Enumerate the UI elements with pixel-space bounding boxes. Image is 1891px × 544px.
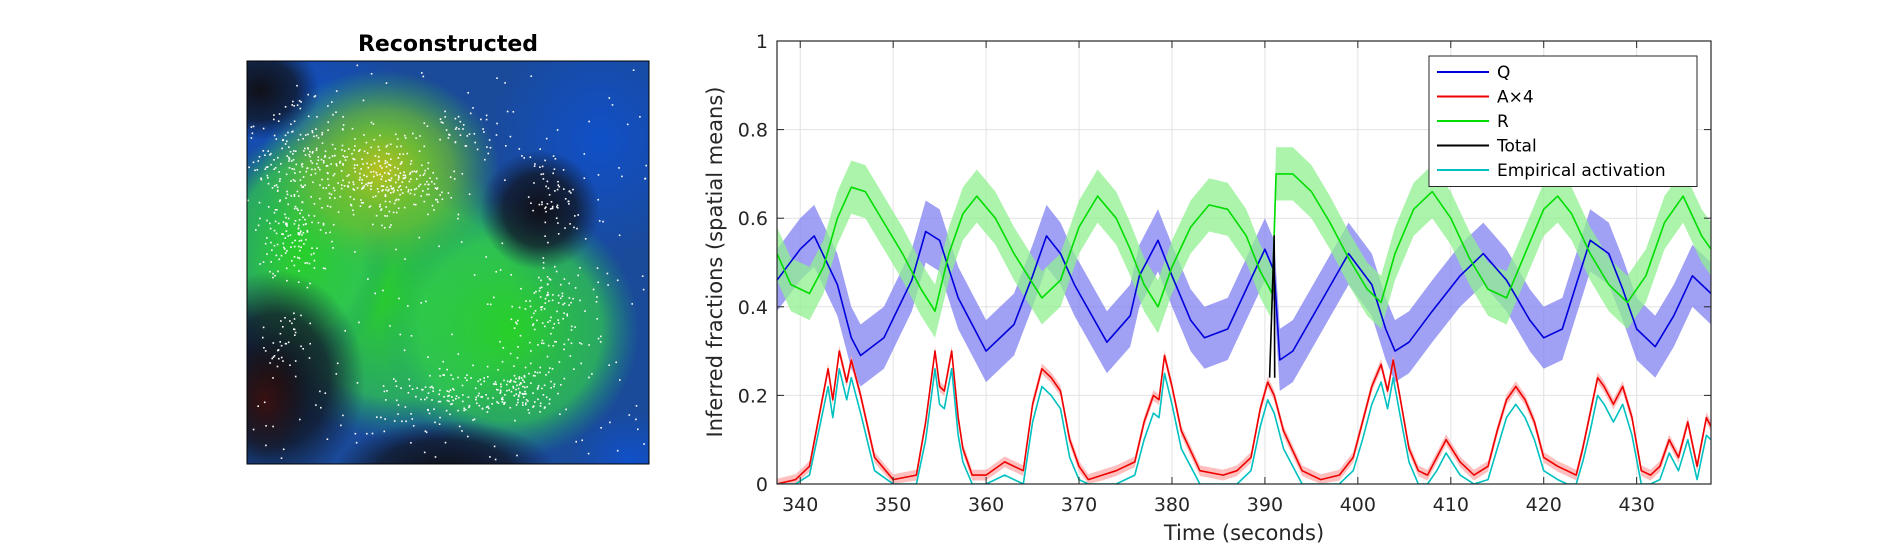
legend: Q A×4 R Total Empirical activation bbox=[1428, 55, 1698, 187]
x-tick-label: 380 bbox=[1154, 494, 1190, 516]
legend-label: Empirical activation bbox=[1497, 161, 1666, 181]
x-tick-label: 370 bbox=[1061, 494, 1097, 516]
axis-ticks: 340 350 360 370 380 390 400 410 420 430 0 0.2 0.4 0.6… bbox=[738, 31, 1711, 516]
y-tick-label: 0.4 bbox=[738, 297, 768, 319]
series-line-q bbox=[777, 230, 1711, 361]
y-tick-label: 1 bbox=[756, 31, 768, 53]
plot-frame bbox=[776, 40, 1712, 485]
x-tick-label: 430 bbox=[1619, 494, 1655, 516]
legend-label: Total bbox=[1496, 137, 1537, 157]
y-axis-label: Inferred fractions (spatial means) bbox=[703, 87, 727, 438]
image-frame bbox=[246, 60, 650, 465]
x-tick-label: 350 bbox=[875, 494, 911, 516]
x-tick-label: 340 bbox=[782, 494, 818, 516]
legend-label: Q bbox=[1497, 63, 1510, 83]
reconstructed-image-panel: Reconstructed bbox=[246, 32, 650, 465]
y-tick-label: 0.6 bbox=[738, 208, 768, 230]
x-tick-label: 360 bbox=[968, 494, 1004, 516]
band-r bbox=[777, 147, 1711, 338]
spike-dots bbox=[247, 64, 647, 461]
series-line-empirical-activation bbox=[777, 368, 1711, 484]
series-line-a-4 bbox=[777, 350, 1711, 484]
x-tick-label: 410 bbox=[1433, 494, 1469, 516]
series-line-r bbox=[777, 173, 1711, 312]
x-tick-label: 420 bbox=[1526, 494, 1562, 516]
line-chart: 340 350 360 370 380 390 400 410 420 430 0 0.2 0.4 0.6… bbox=[703, 31, 1712, 544]
x-tick-label: 400 bbox=[1340, 494, 1376, 516]
legend-label: A×4 bbox=[1497, 88, 1534, 108]
y-tick-label: 0.8 bbox=[738, 120, 768, 142]
reconstructed-image bbox=[247, 61, 649, 464]
series-lines bbox=[777, 173, 1711, 484]
x-tick-label: 390 bbox=[1247, 494, 1283, 516]
legend-label: R bbox=[1497, 112, 1509, 132]
series-line-total bbox=[1268, 235, 1276, 378]
x-axis-label: Time (seconds) bbox=[1163, 521, 1324, 544]
image-panel-title: Reconstructed bbox=[358, 32, 538, 57]
y-tick-label: 0 bbox=[756, 474, 768, 496]
y-tick-label: 0.2 bbox=[738, 385, 768, 407]
